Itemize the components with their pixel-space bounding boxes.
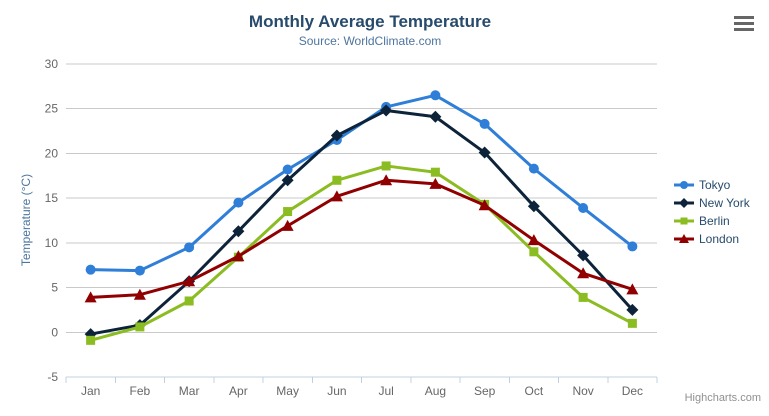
data-point-new-york[interactable] (281, 174, 294, 187)
data-point-new-york[interactable] (527, 200, 540, 213)
diamond-marker-icon (674, 198, 694, 208)
legend-item-label: New York (699, 196, 750, 210)
data-point-tokyo[interactable] (578, 202, 589, 213)
legend: Tokyo New York Berlin London (674, 176, 750, 248)
y-axis-label: 5 (51, 281, 58, 295)
circle-marker-icon (674, 181, 694, 189)
legend-item-label: London (699, 232, 740, 246)
data-point-new-york[interactable] (380, 104, 393, 117)
y-axis-label: 25 (45, 102, 59, 116)
x-axis-label: Jun (327, 384, 346, 398)
x-axis-label: Jul (378, 384, 393, 398)
data-point-berlin[interactable] (332, 175, 342, 185)
data-point-london[interactable] (478, 199, 491, 211)
x-axis-label: Dec (622, 384, 643, 398)
data-point-tokyo[interactable] (430, 90, 441, 101)
data-point-new-york[interactable] (626, 303, 639, 316)
triangle-marker-icon (674, 234, 694, 243)
data-point-new-york[interactable] (330, 129, 343, 142)
data-point-tokyo[interactable] (233, 197, 244, 208)
data-point-london[interactable] (626, 283, 639, 295)
x-axis-label: Aug (425, 384, 446, 398)
y-axis-label: 20 (45, 146, 59, 160)
data-point-berlin[interactable] (430, 167, 440, 177)
data-point-berlin[interactable] (578, 292, 588, 302)
square-marker-icon (674, 217, 694, 225)
data-point-london[interactable] (84, 291, 97, 303)
data-point-berlin[interactable] (135, 322, 145, 332)
x-axis-label: Feb (130, 384, 151, 398)
x-axis-label: Jan (81, 384, 100, 398)
y-axis-label: 15 (45, 191, 59, 205)
data-point-london[interactable] (133, 288, 146, 300)
data-point-new-york[interactable] (478, 146, 491, 159)
data-point-tokyo[interactable] (627, 241, 638, 252)
x-axis-label: Mar (179, 384, 200, 398)
series-line-london (89, 178, 634, 299)
data-point-berlin[interactable] (381, 161, 391, 171)
y-axis-title: Temperature (°C) (19, 174, 33, 266)
series-line-new-york (89, 109, 634, 336)
data-point-new-york[interactable] (577, 249, 590, 262)
data-point-berlin[interactable] (529, 247, 539, 257)
legend-item-london[interactable]: London (674, 230, 750, 248)
data-point-tokyo[interactable] (184, 242, 195, 253)
data-point-berlin[interactable] (627, 318, 637, 328)
legend-item-new-york[interactable]: New York (674, 194, 750, 212)
legend-item-tokyo[interactable]: Tokyo (674, 176, 750, 194)
data-point-tokyo[interactable] (528, 163, 539, 174)
data-point-tokyo[interactable] (479, 118, 490, 129)
highcharts-credit[interactable]: Highcharts.com (684, 392, 761, 404)
x-axis-label: Apr (229, 384, 248, 398)
data-point-new-york[interactable] (429, 110, 442, 123)
series-line-berlin (89, 164, 634, 342)
chart-title: Monthly Average Temperature (248, 12, 492, 31)
hamburger-icon (734, 16, 754, 31)
data-point-london[interactable] (232, 250, 245, 262)
legend-item-label: Tokyo (699, 178, 731, 192)
y-axis-label: 0 (51, 325, 58, 339)
data-point-tokyo[interactable] (282, 164, 293, 175)
data-point-london[interactable] (281, 219, 294, 231)
legend-item-label: Berlin (699, 214, 730, 228)
x-axis-label: May (276, 384, 299, 398)
export-menu-button[interactable] (732, 14, 756, 34)
data-point-tokyo[interactable] (85, 264, 96, 275)
data-point-tokyo[interactable] (134, 265, 145, 276)
legend-item-berlin[interactable]: Berlin (674, 212, 750, 230)
chart-subtitle: Source: WorldClimate.com (298, 34, 442, 48)
x-axis-label: Nov (572, 384, 593, 398)
data-point-berlin[interactable] (184, 296, 194, 306)
data-point-berlin[interactable] (86, 335, 96, 345)
x-axis-label: Sep (474, 384, 496, 398)
data-point-london[interactable] (429, 177, 442, 189)
y-axis-label: 10 (45, 236, 59, 250)
data-point-berlin[interactable] (283, 207, 293, 217)
data-point-london[interactable] (577, 267, 590, 279)
y-axis-label: -5 (47, 370, 58, 384)
data-point-london[interactable] (330, 190, 343, 202)
data-point-london[interactable] (527, 234, 540, 246)
y-axis-label: 30 (45, 57, 59, 71)
data-point-new-york[interactable] (232, 225, 245, 238)
data-point-london[interactable] (183, 275, 196, 287)
data-point-london[interactable] (380, 174, 393, 186)
x-axis-label: Oct (525, 384, 544, 398)
